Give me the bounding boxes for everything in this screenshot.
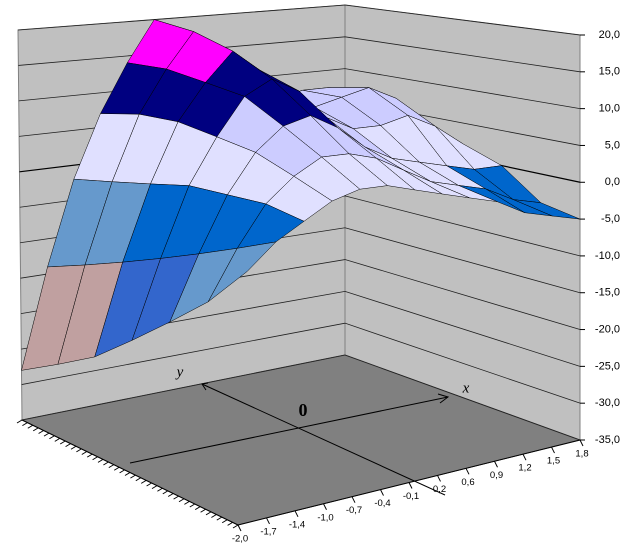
- x-tick: [351, 496, 356, 503]
- arrow-head: [201, 382, 209, 391]
- floor-axis-y: [201, 383, 446, 496]
- x-tick: [294, 510, 299, 518]
- x-tick: [522, 453, 527, 461]
- annotation: 0: [299, 400, 308, 420]
- y-tick: [70, 445, 77, 450]
- y-tick: [162, 490, 169, 495]
- y-tick: [167, 493, 174, 497]
- x-tick-label: 0,2: [433, 484, 446, 495]
- y-tick: [43, 432, 50, 437]
- z-tick-label: -10,0: [595, 250, 620, 262]
- surface-cell: [207, 241, 277, 303]
- y-tick: [151, 485, 158, 490]
- y-tick: [16, 419, 23, 424]
- x-tick: [408, 482, 413, 489]
- z-tick-label: 15,0: [599, 66, 620, 78]
- y-tick: [86, 453, 93, 458]
- y-tick: [205, 511, 212, 516]
- x-tick-label: 1,2: [518, 463, 531, 474]
- y-tick: [124, 472, 131, 476]
- z-tick-label: 20,0: [599, 29, 620, 41]
- y-tick: [65, 443, 71, 448]
- y-tick: [178, 498, 185, 503]
- x-tick-label: -1,7: [260, 526, 276, 537]
- y-tick: [49, 435, 55, 440]
- x-tick-label: -0,4: [374, 498, 390, 509]
- y-tick: [211, 514, 217, 518]
- y-tick: [221, 519, 228, 524]
- x-tick-label: -1,0: [317, 512, 333, 523]
- arrow-head: [437, 393, 450, 404]
- grid-line: [17, 4, 581, 36]
- x-tick: [237, 524, 242, 532]
- y-tick: [173, 495, 179, 500]
- y-tick: [130, 474, 136, 479]
- x-tick-label: 0,6: [461, 477, 474, 488]
- x-tick-label: 1,8: [575, 449, 588, 460]
- z-tick-label: -25,0: [595, 360, 620, 372]
- y-tick: [232, 524, 239, 529]
- grid-line: [21, 354, 581, 441]
- y-tick: [76, 448, 82, 453]
- z-tick-label: -30,0: [595, 397, 620, 409]
- z-tick-label: -5,0: [601, 213, 620, 225]
- z-tick-label: -35,0: [595, 434, 620, 446]
- y-tick: [97, 458, 104, 463]
- z-tick-label: 5,0: [605, 139, 620, 151]
- x-tick: [380, 489, 384, 496]
- y-tick: [157, 487, 163, 492]
- y-tick: [103, 461, 109, 466]
- x-tick-label: 0,9: [490, 470, 503, 481]
- x-tick: [551, 446, 555, 454]
- y-tick: [81, 451, 88, 455]
- y-tick: [22, 422, 28, 427]
- y-tick: [200, 508, 206, 513]
- y-tick: [189, 503, 196, 508]
- x-tick: [266, 517, 270, 525]
- x-tick: [579, 439, 584, 447]
- y-tick: [194, 506, 201, 511]
- x-tick-label: -2,0: [232, 534, 248, 545]
- floor-axis-x: [129, 396, 449, 464]
- grid-line: [18, 36, 581, 73]
- y-tick: [59, 440, 66, 445]
- grid-line: [21, 322, 581, 404]
- y-tick: [216, 516, 223, 521]
- annotation: x: [462, 380, 470, 396]
- y-tick: [140, 479, 147, 484]
- x-tick: [465, 468, 470, 475]
- x-tick-label: 1,5: [547, 456, 560, 467]
- y-tick: [54, 437, 61, 442]
- x-tick-label: -1,4: [289, 519, 305, 530]
- y-tick: [38, 430, 44, 434]
- z-tick-label: -20,0: [595, 323, 620, 335]
- y-tick: [135, 477, 142, 482]
- y-tick: [27, 424, 34, 429]
- y-tick: [108, 464, 115, 469]
- z-tick-label: 10,0: [599, 103, 620, 115]
- x-tick: [323, 503, 327, 510]
- annotation: y: [175, 364, 184, 380]
- y-tick: [113, 466, 120, 471]
- x-tick: [494, 461, 498, 468]
- z-tick-label: -15,0: [595, 287, 620, 299]
- x-tick-label: -0,7: [346, 505, 362, 516]
- y-tick: [146, 482, 152, 487]
- y-tick: [184, 500, 190, 505]
- y-tick: [227, 521, 233, 526]
- y-tick: [119, 469, 125, 474]
- z-tick-label: 0,0: [605, 176, 620, 188]
- y-tick: [92, 456, 98, 461]
- y-tick: [32, 427, 39, 432]
- x-tick-label: -0,1: [403, 491, 419, 502]
- x-tick: [437, 475, 441, 482]
